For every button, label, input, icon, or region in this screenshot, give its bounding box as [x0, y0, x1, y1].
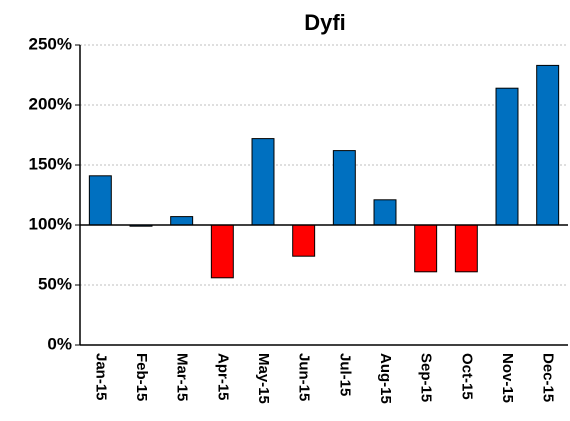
x-tick-label: Jun-15 [296, 353, 313, 401]
x-tick-label: Aug-15 [377, 353, 394, 404]
x-tick-label: Dec-15 [540, 353, 557, 402]
y-tick-label: 150% [29, 154, 72, 173]
bar [170, 216, 194, 226]
bar [251, 138, 275, 226]
bar [414, 224, 438, 273]
y-tick-label: 250% [29, 34, 72, 53]
y-tick-label: 100% [29, 214, 72, 233]
bar [210, 224, 234, 279]
y-tick-label: 50% [38, 274, 72, 293]
x-tick-label: Feb-15 [133, 353, 150, 401]
x-tick-label: Jan-15 [92, 353, 109, 401]
x-tick-label: Jul-15 [336, 353, 353, 396]
bar [88, 175, 112, 226]
bar [373, 199, 397, 226]
y-tick-label: 0% [47, 334, 72, 353]
bar [332, 150, 356, 226]
x-tick-label: Apr-15 [214, 353, 231, 401]
bar [292, 224, 316, 257]
y-tick-label: 200% [29, 94, 72, 113]
x-tick-label: Mar-15 [174, 353, 191, 401]
bar [536, 64, 560, 226]
x-tick-label: Oct-15 [458, 353, 475, 400]
x-tick-label: Nov-15 [499, 353, 516, 403]
bar [495, 87, 519, 226]
bar [454, 224, 478, 273]
x-tick-label: May-15 [255, 353, 272, 404]
chart-title: Dyfi [304, 10, 346, 35]
x-tick-label: Sep-15 [418, 353, 435, 402]
